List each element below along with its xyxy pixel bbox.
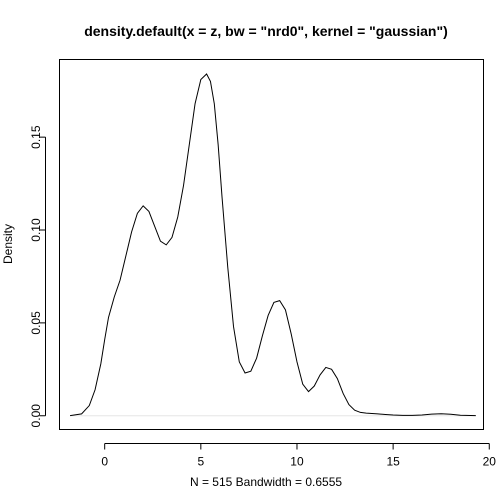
x-axis: 0 5 10 15 20 (101, 444, 496, 469)
x-tick-label: 20 (483, 455, 497, 469)
density-curve (70, 74, 476, 416)
x-tick-label: 0 (101, 455, 108, 469)
plot-frame (60, 60, 484, 430)
y-axis-label: Density (1, 224, 15, 264)
y-tick-label: 0.10 (29, 218, 43, 242)
x-tick-label: 5 (197, 455, 204, 469)
y-tick-label: 0.00 (29, 404, 43, 428)
chart-title: density.default(x = z, bw = "nrd0", kern… (84, 23, 448, 39)
x-tick-label: 10 (290, 455, 304, 469)
x-axis-label: N = 515 Bandwidth = 0.6555 (190, 475, 342, 489)
y-axis: 0.00 0.05 0.10 0.15 (29, 125, 46, 427)
y-tick-label: 0.05 (29, 311, 43, 335)
y-tick-label: 0.15 (29, 125, 43, 149)
x-tick-label: 15 (386, 455, 400, 469)
